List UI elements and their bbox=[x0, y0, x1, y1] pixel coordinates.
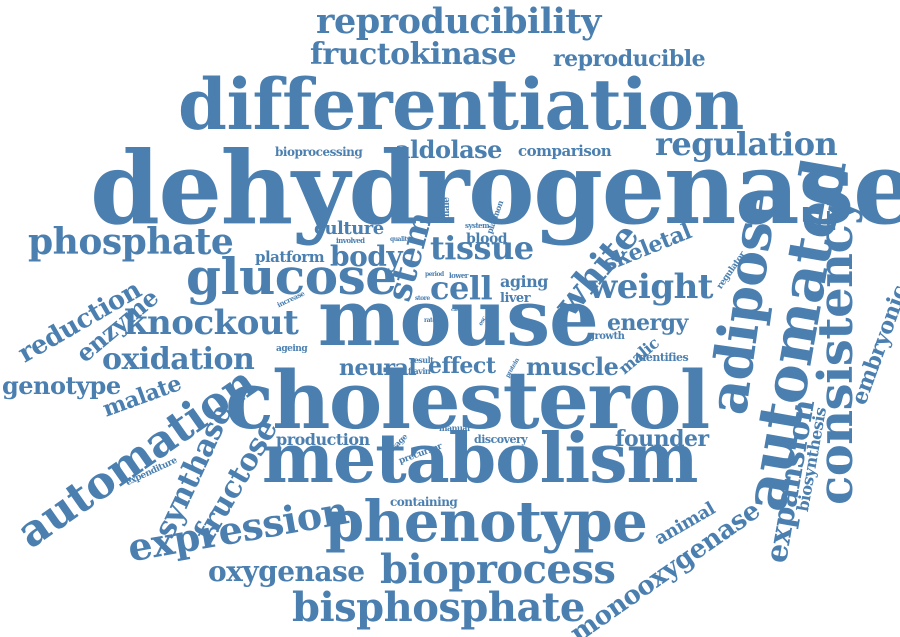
word-bisphosphate: bisphosphate bbox=[292, 584, 585, 631]
word-reproducible: reproducible bbox=[553, 46, 706, 72]
word-flavin: flavin bbox=[408, 366, 431, 376]
word-discovery: discovery bbox=[474, 433, 528, 446]
word-blood: blood bbox=[466, 231, 508, 247]
word-identifies: identifies bbox=[635, 351, 689, 364]
word-quality: quality bbox=[390, 236, 410, 243]
word-rate: rate bbox=[424, 317, 436, 324]
word-body: body bbox=[330, 240, 403, 273]
word-ageing: ageing bbox=[276, 344, 308, 354]
word-energy: energy bbox=[607, 310, 688, 336]
word-liver: liver bbox=[500, 291, 531, 306]
word-aldolase: aldolase bbox=[395, 135, 502, 164]
word-neural: neural bbox=[339, 355, 417, 381]
word-containing: containing bbox=[390, 495, 458, 509]
word-system: system bbox=[465, 221, 490, 230]
word-oxidation: oxidation bbox=[102, 342, 255, 377]
word-mouse: mouse bbox=[318, 273, 599, 364]
word-result: result bbox=[410, 355, 434, 365]
word-differentiation: differentiation bbox=[178, 63, 744, 146]
word-culture: culture bbox=[314, 218, 384, 239]
word-reproducibility: reproducibility bbox=[316, 1, 601, 42]
word-bioprocessing: bioprocessing bbox=[275, 145, 363, 159]
word-case: case bbox=[451, 307, 462, 313]
word-aging: aging bbox=[500, 272, 548, 291]
word-cholesterol: cholesterol bbox=[225, 353, 710, 447]
word-involved: involved bbox=[336, 236, 365, 245]
word-production: production bbox=[276, 430, 370, 449]
word-manual: manual bbox=[439, 423, 470, 433]
word-metabolism: metabolism bbox=[262, 419, 698, 499]
word-comparison: comparison bbox=[518, 142, 612, 160]
word-glucose: glucose bbox=[186, 247, 397, 306]
word-muscle: muscle bbox=[526, 352, 619, 381]
word-founder: founder bbox=[615, 426, 709, 452]
word-fructokinase: fructokinase bbox=[310, 37, 517, 72]
word-lower: lower bbox=[449, 271, 469, 280]
word-cell: cell bbox=[430, 269, 493, 307]
word-effect: effect bbox=[428, 353, 496, 379]
word-knockout: knockout bbox=[124, 303, 299, 343]
word-bioprocess: bioprocess bbox=[380, 546, 616, 593]
word-period: period bbox=[425, 271, 444, 278]
word-male: male bbox=[442, 197, 452, 221]
word-growth: growth bbox=[588, 331, 625, 342]
word-store: store bbox=[415, 295, 430, 302]
word-phenotype: phenotype bbox=[325, 489, 648, 555]
word-tissue: tissue bbox=[430, 229, 534, 267]
word-weight: weight bbox=[588, 267, 714, 307]
word-oxygenase: oxygenase bbox=[208, 555, 365, 588]
word-phosphate: phosphate bbox=[28, 221, 234, 263]
word-dehydrogenase: dehydrogenase bbox=[90, 129, 900, 247]
word-regulation: regulation bbox=[655, 125, 838, 163]
word-genotype: genotype bbox=[2, 371, 121, 400]
word-platform: platform bbox=[255, 248, 325, 266]
